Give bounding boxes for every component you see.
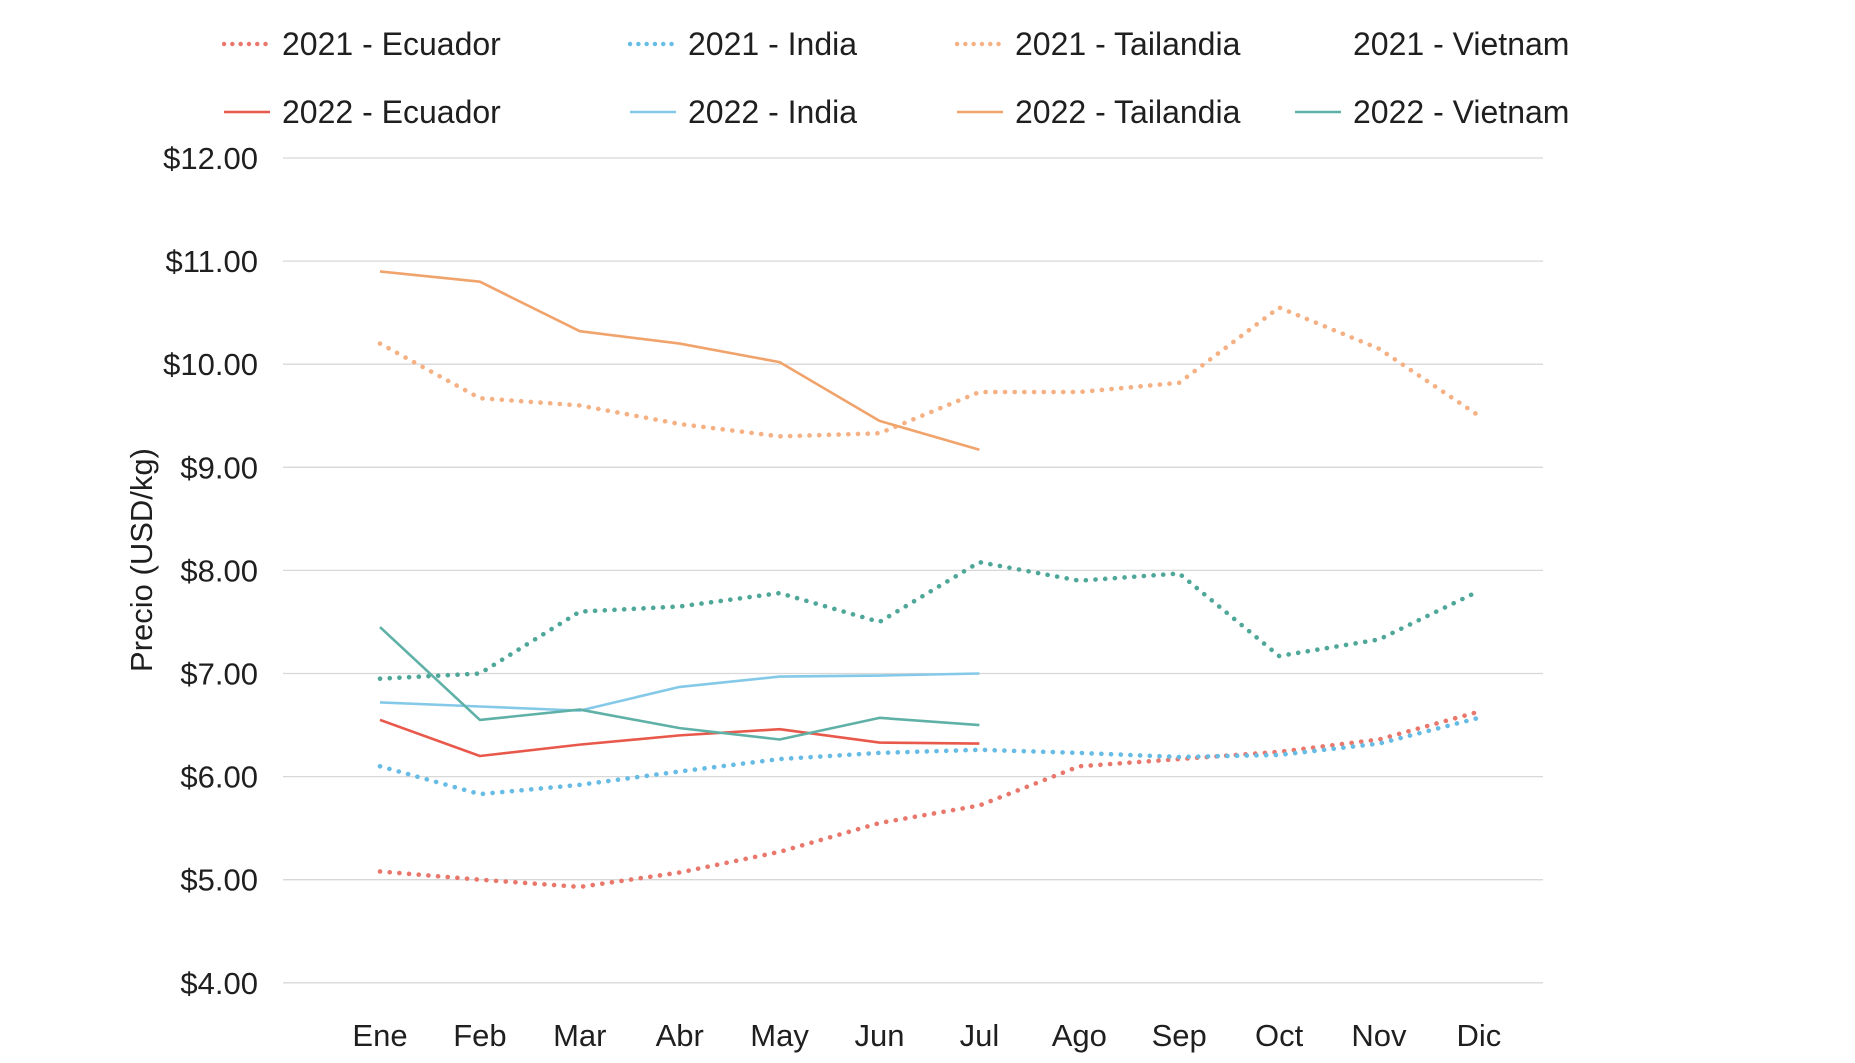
series-2021-vietnam bbox=[377, 559, 1482, 681]
y-tick-label: $4.00 bbox=[180, 966, 258, 1001]
legend-label: 2022 - Tailandia bbox=[1015, 93, 1241, 130]
legend-item-2021-india: 2021 - India bbox=[628, 24, 857, 64]
legend-swatch-solid bbox=[224, 110, 270, 114]
y-tick-label: $9.00 bbox=[180, 450, 258, 485]
x-tick-label: Mar bbox=[553, 1018, 606, 1053]
y-tick-label: $10.00 bbox=[163, 347, 258, 382]
series-2021-india bbox=[377, 715, 1482, 797]
y-tick-label: $5.00 bbox=[180, 863, 258, 898]
legend-item-2021-tailandia: 2021 - Tailandia bbox=[955, 24, 1240, 64]
series-2022-ecuador bbox=[379, 718, 980, 758]
y-axis-title: Precio (USD/kg) bbox=[124, 448, 159, 672]
y-tick-label: $6.00 bbox=[180, 760, 258, 795]
series-2022-india bbox=[379, 672, 980, 712]
legend-label: 2022 - Vietnam bbox=[1353, 93, 1570, 130]
x-tick-label: Jul bbox=[960, 1018, 1000, 1053]
legend-label: 2021 - Tailandia bbox=[1015, 25, 1241, 62]
series-2022-vietnam bbox=[379, 626, 980, 741]
legend-swatch-solid bbox=[630, 110, 676, 114]
legend-label: 2022 - India bbox=[688, 93, 858, 130]
x-tick-label: Nov bbox=[1351, 1018, 1407, 1053]
x-tick-label: Feb bbox=[453, 1018, 506, 1053]
legend-swatch-solid bbox=[957, 110, 1003, 114]
x-axis-ticks: Ene Feb Mar Abr May Jun Jul Ago Sep Oct Nov Dic bbox=[352, 1018, 1501, 1053]
x-tick-label: May bbox=[750, 1018, 809, 1053]
legend-label: 2021 - Ecuador bbox=[282, 25, 501, 62]
x-tick-label: Dic bbox=[1457, 1018, 1502, 1053]
y-tick-label: $12.00 bbox=[163, 141, 258, 176]
series-2021-tailandia bbox=[377, 304, 1482, 439]
x-tick-label: Ene bbox=[352, 1018, 407, 1053]
y-tick-label: $11.00 bbox=[165, 244, 258, 279]
legend-item-2022-india: 2022 - India bbox=[628, 92, 857, 132]
legend-label: 2021 - India bbox=[688, 25, 858, 62]
y-tick-label: $7.00 bbox=[180, 657, 258, 692]
legend-item-2022-ecuador: 2022 - Ecuador bbox=[222, 92, 501, 132]
legend-swatch-dotted bbox=[1293, 38, 1343, 50]
x-tick-label: Oct bbox=[1255, 1018, 1304, 1053]
legend-item-2021-vietnam: 2021 - Vietnam bbox=[1293, 24, 1569, 64]
series-2022-tailandia bbox=[379, 270, 980, 452]
legend-label: 2022 - Ecuador bbox=[282, 93, 501, 130]
legend-item-2022-tailandia: 2022 - Tailandia bbox=[955, 92, 1240, 132]
x-tick-label: Sep bbox=[1152, 1018, 1207, 1053]
x-tick-label: Abr bbox=[656, 1018, 704, 1053]
legend-swatch-dotted bbox=[222, 41, 272, 47]
gridlines bbox=[283, 157, 1543, 984]
series-2021-ecuador bbox=[377, 709, 1482, 890]
legend-item-2021-ecuador: 2021 - Ecuador bbox=[222, 24, 501, 64]
legend-swatch-solid bbox=[1295, 110, 1341, 114]
legend-swatch-dotted bbox=[628, 41, 678, 47]
legend-swatch-dotted bbox=[955, 41, 1005, 47]
y-axis-ticks: $12.00 $11.00 $10.00 $9.00 $8.00 $7.00 $6.00 $5… bbox=[163, 141, 258, 1001]
legend-label: 2021 - Vietnam bbox=[1353, 25, 1570, 62]
y-tick-label: $8.00 bbox=[180, 553, 258, 588]
x-tick-label: Jun bbox=[855, 1018, 905, 1053]
legend-item-2022-vietnam: 2022 - Vietnam bbox=[1293, 92, 1569, 132]
x-tick-label: Ago bbox=[1052, 1018, 1107, 1053]
